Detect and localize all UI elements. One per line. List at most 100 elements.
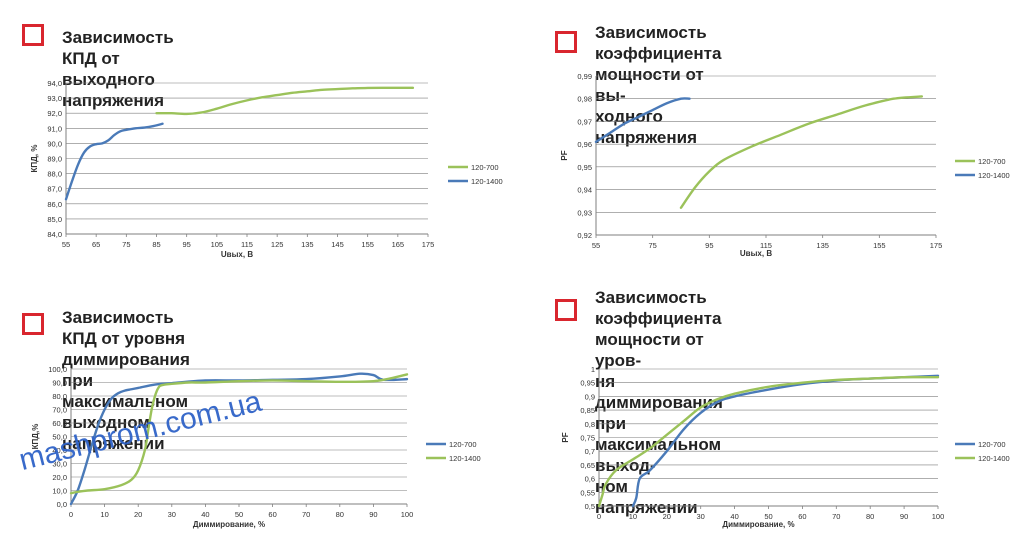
- title-marker-icon: [555, 31, 577, 53]
- x-tick-label: 30: [168, 510, 176, 519]
- x-tick-label: 95: [182, 240, 190, 249]
- y-tick-label: 40,0: [52, 446, 67, 455]
- y-tick-label: 93,0: [47, 94, 62, 103]
- x-tick-label: 80: [336, 510, 344, 519]
- panel-title-line: Зависимость КПД от выходного напряжения: [62, 28, 174, 110]
- y-tick-label: 88,0: [47, 170, 62, 179]
- series-line-120-700: [155, 86, 415, 116]
- legend-label: 120-700: [978, 440, 1006, 449]
- x-tick-label: 115: [241, 240, 253, 249]
- x-tick-label: 80: [866, 512, 874, 521]
- title-marker-icon: [22, 24, 44, 46]
- x-tick-label: 0: [597, 512, 601, 521]
- y-tick-label: 10,0: [52, 487, 67, 496]
- y-tick-label: 0,0: [57, 500, 67, 509]
- y-tick-label: 0,99: [577, 72, 592, 81]
- x-tick-label: 50: [764, 512, 772, 521]
- y-tick-label: 89,0: [47, 155, 62, 164]
- x-tick-label: 65: [92, 240, 100, 249]
- y-tick-label: 30,0: [52, 460, 67, 469]
- panel-title-line: ня диммирования при максимальном выход-: [595, 372, 723, 475]
- title-marker-icon: [22, 313, 44, 335]
- x-axis-title: Uвых, В: [740, 249, 772, 258]
- series-line-120-1400: [594, 97, 691, 144]
- x-tick-label: 100: [932, 512, 945, 521]
- x-axis-title: Uвых, В: [221, 250, 253, 259]
- x-tick-label: 165: [392, 240, 405, 249]
- panel-title: Зависимость КПД от уровня диммирования п…: [62, 307, 190, 454]
- y-tick-label: 0,98: [577, 95, 592, 104]
- x-tick-label: 135: [301, 240, 314, 249]
- legend-label: 120-700: [978, 157, 1006, 166]
- series-line-120-700: [69, 372, 409, 506]
- y-tick-label: 84,0: [47, 230, 62, 239]
- x-tick-label: 100: [401, 510, 414, 519]
- x-tick-label: 90: [900, 512, 908, 521]
- series-line-120-700: [631, 374, 940, 508]
- x-tick-label: 90: [369, 510, 377, 519]
- y-tick-label: 94,0: [47, 79, 62, 88]
- y-tick-label: 0,55: [580, 488, 595, 497]
- series-line-120-700: [679, 95, 924, 209]
- y-tick-label: 60,0: [52, 419, 67, 428]
- series-line-120-1400: [64, 122, 164, 201]
- y-tick-label: 85,0: [47, 215, 62, 224]
- y-tick-label: 0,93: [577, 208, 592, 217]
- y-axis-title: КПД, %: [30, 145, 39, 173]
- x-tick-label: 55: [62, 240, 70, 249]
- y-tick-label: 0,96: [577, 140, 592, 149]
- x-tick-label: 30: [697, 512, 705, 521]
- y-tick-label: 100,0: [48, 365, 67, 374]
- title-marker-icon: [555, 299, 577, 321]
- y-tick-label: 0,65: [580, 461, 595, 470]
- x-tick-label: 70: [302, 510, 310, 519]
- y-tick-label: 0,92: [577, 231, 592, 240]
- y-tick-label: 0,85: [580, 406, 595, 415]
- x-tick-label: 175: [422, 240, 435, 249]
- legend-label: 120-1400: [471, 177, 503, 186]
- x-tick-label: 155: [361, 240, 374, 249]
- x-tick-label: 60: [268, 510, 276, 519]
- chart-1: 84,0 85,0 86,0 87,0 88,0 89,0 90,0 91,0 92,0 93,0…: [30, 79, 503, 259]
- panel-title-line: Зависимость КПД от уровня диммирования п…: [62, 308, 190, 390]
- x-tick-label: 40: [201, 510, 209, 519]
- legend-label: 120-1400: [978, 171, 1010, 180]
- y-tick-label: 0,8: [585, 420, 595, 429]
- x-tick-label: 85: [152, 240, 160, 249]
- legend-label: 120-1400: [978, 454, 1010, 463]
- x-tick-label: 60: [798, 512, 806, 521]
- x-tick-label: 75: [648, 241, 656, 250]
- x-tick-label: 155: [873, 241, 886, 250]
- y-tick-label: 70,0: [52, 406, 67, 415]
- y-tick-label: 80,0: [52, 392, 67, 401]
- y-axis-title: КПД,%: [31, 424, 40, 450]
- y-tick-label: 50,0: [52, 433, 67, 442]
- x-tick-label: 105: [211, 240, 224, 249]
- legend-label: 120-700: [471, 163, 499, 172]
- legend-label: 120-1400: [449, 454, 481, 463]
- y-tick-label: 0,94: [577, 186, 592, 195]
- x-tick-label: 10: [100, 510, 108, 519]
- x-tick-label: 55: [592, 241, 600, 250]
- y-tick-label: 0,9: [585, 392, 595, 401]
- panel-title-line: Зависимость коэффициента мощности от вы-: [595, 23, 722, 105]
- x-tick-label: 70: [832, 512, 840, 521]
- x-tick-label: 145: [331, 240, 344, 249]
- x-tick-label: 175: [930, 241, 943, 250]
- panel-title: Зависимость КПД от выходного напряжения: [62, 27, 174, 111]
- panel-title-line: Зависимость коэффициента мощности от уро…: [595, 288, 722, 370]
- chart-2: 0,92 0,93 0,94 0,95 0,96 0,97 0,98 0,99 55 75 95 11…: [560, 72, 1010, 258]
- y-tick-label: 0,75: [580, 434, 595, 443]
- y-tick-label: 91,0: [47, 124, 62, 133]
- x-tick-label: 135: [816, 241, 829, 250]
- y-tick-label: 20,0: [52, 473, 67, 482]
- x-axis-title: Диммирование, %: [722, 520, 794, 529]
- y-tick-label: 0,7: [585, 447, 595, 456]
- chart-3: 0,0 10,0 20,0 30,0 40,0 50,0 60,0 70,0 80,0 90,0 1…: [31, 365, 481, 529]
- legend-label: 120-700: [449, 440, 477, 449]
- y-axis-title: PF: [560, 150, 569, 160]
- x-tick-label: 125: [271, 240, 284, 249]
- x-tick-label: 20: [663, 512, 671, 521]
- y-tick-label: 0,95: [577, 163, 592, 172]
